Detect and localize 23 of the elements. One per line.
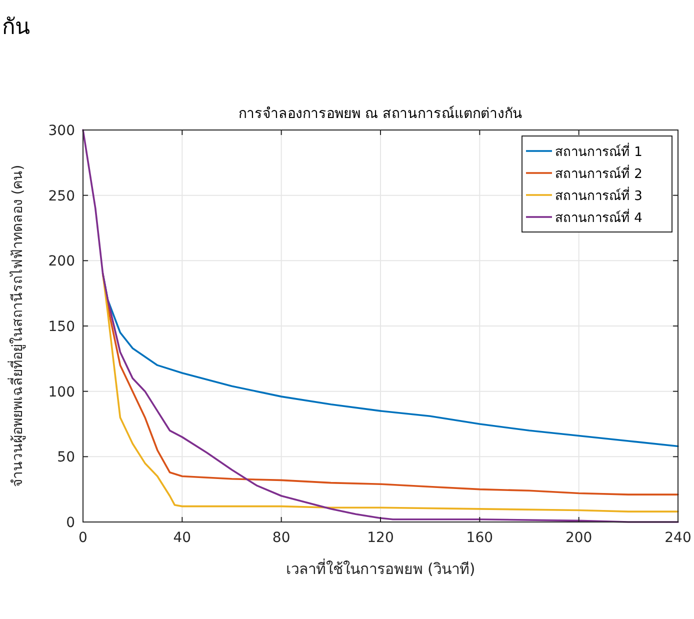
- x-tick-label: 200: [565, 530, 592, 546]
- x-tick-label: 120: [367, 530, 394, 546]
- x-tick-label: 160: [466, 530, 494, 546]
- y-tick-label: 50: [57, 450, 75, 466]
- x-tick-label: 0: [78, 530, 88, 546]
- text: กัน: [2, 15, 30, 40]
- line-series: [82, 129, 679, 523]
- legend-label: สถานการณ์ที่ 1: [555, 143, 642, 160]
- x-tick-label: 240: [664, 530, 692, 546]
- y-tick-label: 200: [48, 254, 75, 270]
- y-axis-title: จำนวนผู้อพยพเฉลี่ยที่อยู่ในสถานีรถไฟฟ้าทดลอง (คน): [8, 164, 26, 488]
- y-tick-label: 0: [66, 515, 75, 531]
- chart-title: การจำลองการอพยพ ณ สถานการณ์แตกต่างกัน: [238, 105, 522, 122]
- y-tick-label: 250: [48, 188, 75, 204]
- y-tick-label: 300: [48, 123, 75, 139]
- x-tick-label: 40: [173, 530, 192, 546]
- legend-label: สถานการณ์ที่ 4: [555, 209, 642, 226]
- x-tick-label: 80: [272, 530, 290, 546]
- y-tick-label: 100: [48, 384, 75, 400]
- y-tick-label: 150: [48, 319, 75, 335]
- legend-label: สถานการณ์ที่ 2: [555, 165, 642, 182]
- legend-label: สถานการณ์ที่ 3: [555, 187, 642, 204]
- x-axis-title: เวลาที่ใช้ในการอพยพ (วินาที): [286, 558, 476, 578]
